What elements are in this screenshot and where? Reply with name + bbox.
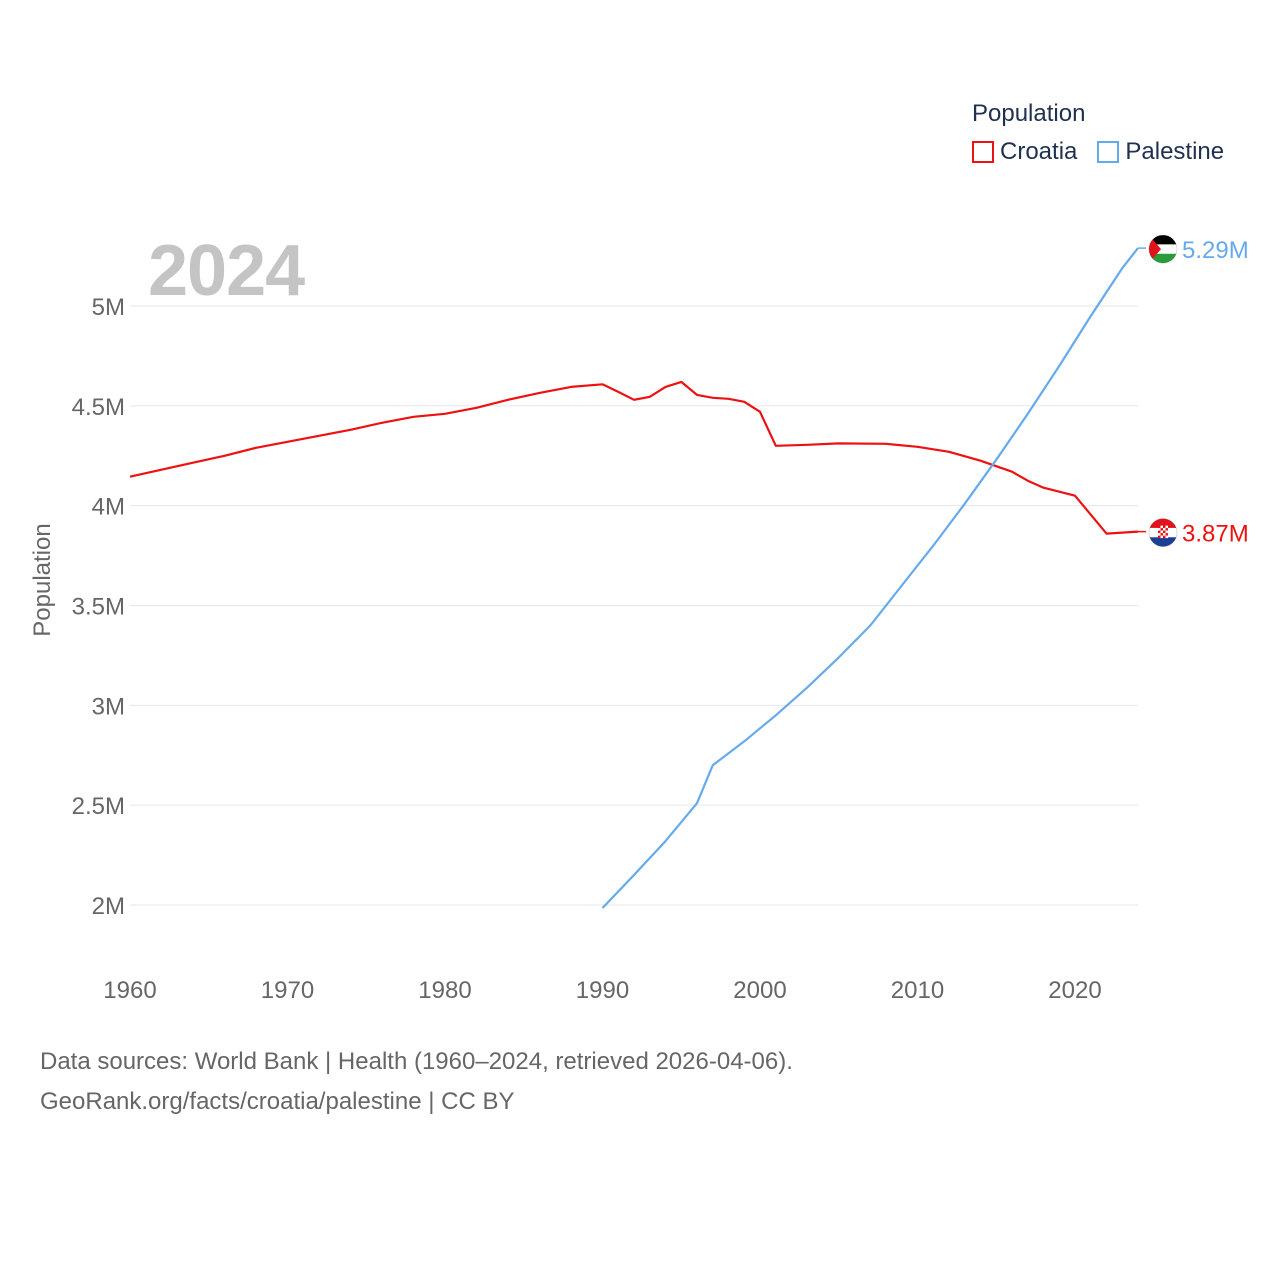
footer: Data sources: World Bank | Health (1960–… — [40, 1042, 793, 1122]
legend-label-croatia: Croatia — [1000, 138, 1078, 165]
x-tick-label: 1980 — [418, 977, 471, 1004]
y-tick-label: 4M — [92, 494, 125, 521]
legend-item-croatia[interactable]: Croatia — [972, 138, 1077, 166]
croatia-flag-icon — [1148, 518, 1178, 548]
legend: Population Croatia Palestine — [972, 100, 1224, 166]
x-tick-label: 1990 — [576, 977, 629, 1004]
series-line-palestine[interactable] — [601, 247, 1139, 909]
x-tick-label: 1970 — [261, 977, 314, 1004]
attribution-link[interactable]: GeoRank.org/facts/croatia/palestine | CC… — [40, 1088, 515, 1115]
x-tick-label: 2010 — [891, 977, 944, 1004]
y-tick-label: 5M — [92, 294, 125, 321]
data-sources-text: Data sources: World Bank | Health (1960–… — [40, 1048, 793, 1075]
x-tick-label: 2020 — [1048, 977, 1101, 1004]
y-tick-label: 3.5M — [72, 594, 125, 621]
end-value-label-croatia: 3.87M — [1182, 521, 1249, 548]
y-tick-label: 4.5M — [72, 394, 125, 421]
end-value-label-palestine: 5.29M — [1182, 237, 1249, 264]
y-axis-title: Population — [29, 523, 56, 636]
y-tick-label: 2.5M — [72, 793, 125, 820]
x-tick-label: 2000 — [733, 977, 786, 1004]
legend-swatch-palestine — [1097, 141, 1120, 163]
x-tick-label: 1960 — [103, 977, 156, 1004]
legend-title: Population — [972, 100, 1086, 127]
legend-swatch-croatia — [972, 141, 994, 163]
legend-item-palestine[interactable]: Palestine — [1097, 138, 1224, 166]
current-year-label: 2024 — [148, 231, 305, 311]
y-tick-label: 2M — [92, 893, 125, 920]
legend-label-palestine: Palestine — [1125, 138, 1225, 165]
palestine-flag-icon — [1148, 234, 1178, 264]
y-tick-label: 3M — [92, 693, 125, 720]
series-line-croatia[interactable] — [129, 380, 1139, 535]
